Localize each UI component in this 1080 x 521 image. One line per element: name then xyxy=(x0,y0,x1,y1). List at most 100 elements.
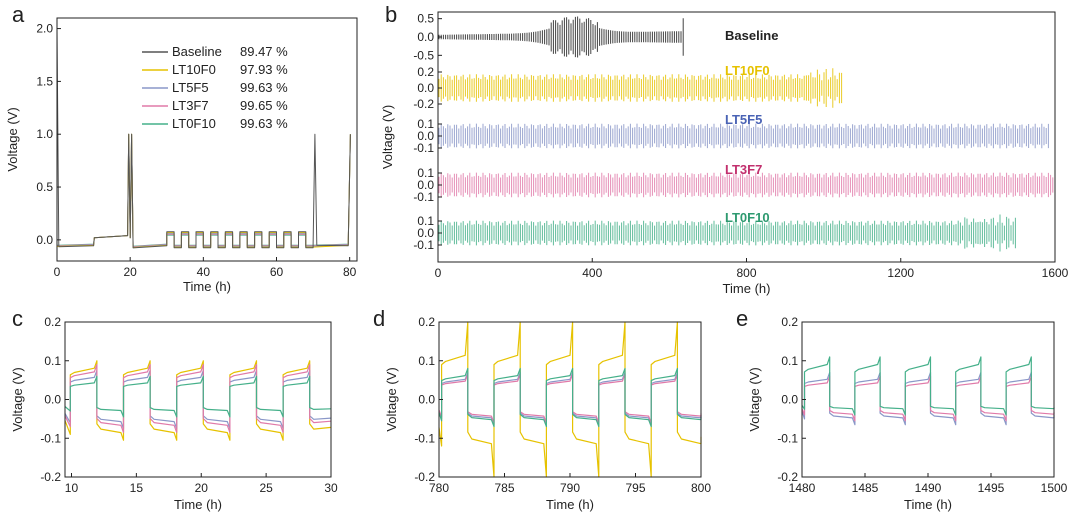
panel-a: a 0 20 40 60 80 0.0 0.5 1.0 1.5 2.0 Time (h) Voltage… xyxy=(5,2,358,294)
trace-lt0f10 xyxy=(57,133,351,247)
y-tick-label: 0.0 xyxy=(418,393,435,407)
y-tick-label: 0.0 xyxy=(417,81,434,95)
y-tick-label: -0.2 xyxy=(413,97,434,111)
series-lt10f0: 0.2 0.0 -0.2 LT10F0 xyxy=(413,63,843,111)
legend-label: LT5F5 xyxy=(172,80,209,95)
x-axis-label: Time (h) xyxy=(723,281,771,296)
trace-baseline xyxy=(56,28,351,249)
series-label: LT10F0 xyxy=(725,63,770,78)
y-tick-label: 0.2 xyxy=(44,315,61,329)
x-tick-label: 0 xyxy=(54,265,61,279)
y-tick-label: -0.1 xyxy=(414,431,435,445)
legend-label: LT10F0 xyxy=(172,62,216,77)
y-tick-label: 0.0 xyxy=(44,393,61,407)
y-axis-label: Voltage (V) xyxy=(5,107,20,171)
y-tick-label: -0.1 xyxy=(413,141,434,155)
y-axis-label: Voltage (V) xyxy=(747,367,762,431)
x-tick-label: 1495 xyxy=(978,481,1005,495)
x-tick-label: 40 xyxy=(197,265,211,279)
x-tick-label: 1490 xyxy=(915,481,942,495)
legend-value: 99.63 % xyxy=(240,80,288,95)
panel-label-c: c xyxy=(12,306,23,331)
series-lt0f10: 0.10.0-0.1 LT0F10 xyxy=(413,210,1016,252)
y-tick-label: 0.2 xyxy=(781,315,798,329)
y-tick-label: 0.1 xyxy=(417,166,434,180)
x-tick-label: 1600 xyxy=(1042,266,1069,280)
x-tick-label: 30 xyxy=(324,481,338,495)
x-tick-label: 60 xyxy=(270,265,284,279)
trace-lt5f5 xyxy=(801,371,1055,426)
x-tick-label: 1200 xyxy=(887,266,914,280)
x-tick-label: 1480 xyxy=(789,481,816,495)
x-tick-label: 780 xyxy=(429,481,449,495)
y-tick-label: 0.0 xyxy=(781,393,798,407)
trace-lt0f10 xyxy=(438,367,702,428)
y-tick-label: 0.0 xyxy=(417,226,434,240)
trace-lt10f0 xyxy=(57,133,351,248)
y-tick-label: 1.0 xyxy=(36,127,53,141)
series-lt3f7: 0.10.0-0.1 LT3F7 xyxy=(413,162,1054,204)
x-tick-label: 15 xyxy=(130,481,144,495)
trace-lt10f0 xyxy=(438,321,702,478)
trace-lt5f5 xyxy=(57,133,351,248)
y-tick-label: -0.1 xyxy=(40,431,61,445)
series-baseline: 0.5 0.0 -0.5 Baseline xyxy=(413,12,778,63)
x-tick-label: 1500 xyxy=(1041,481,1068,495)
y-tick-label: 0.5 xyxy=(36,180,53,194)
y-tick-label: 0.1 xyxy=(418,354,435,368)
y-tick-label: 2.0 xyxy=(36,22,53,36)
y-axis-label: Voltage (V) xyxy=(380,105,395,169)
y-tick-label: -0.1 xyxy=(413,190,434,204)
legend-label: LT3F7 xyxy=(172,98,209,113)
trace-lt0f10 xyxy=(801,356,1055,416)
y-tick-label: 0.1 xyxy=(417,214,434,228)
trace-band xyxy=(438,16,684,58)
y-axis-label: Voltage (V) xyxy=(10,367,25,431)
series-lt5f5: 0.10.0-0.1 LT5F5 xyxy=(413,112,1049,155)
panel-d: d 780 785 790 795 800 0.2 0.1 0.0 -0.1 -0.2 Time (h… xyxy=(373,306,711,512)
y-tick-label: -0.1 xyxy=(777,431,798,445)
trace-lt10f0 xyxy=(64,360,332,441)
legend-value: 99.65 % xyxy=(240,98,288,113)
trace-band xyxy=(438,123,1049,149)
x-tick-label: 25 xyxy=(259,481,273,495)
x-tick-label: 0 xyxy=(435,266,442,280)
series-label: Baseline xyxy=(725,28,778,43)
x-tick-label: 1485 xyxy=(852,481,879,495)
trace-lt3f7 xyxy=(64,364,332,433)
y-tick-label: -0.2 xyxy=(414,470,435,484)
panel-c: c 10 15 20 25 30 0.2 0.1 0.0 -0.1 -0.2 Time (h) Volt… xyxy=(10,306,338,512)
x-axis-label: Time (h) xyxy=(174,497,222,512)
x-tick-label: 400 xyxy=(582,266,602,280)
trace-lt5f5 xyxy=(64,369,332,430)
y-tick-label: 0.1 xyxy=(417,117,434,131)
y-tick-label: 0.1 xyxy=(781,354,798,368)
x-tick-label: 795 xyxy=(625,481,645,495)
x-tick-label: 20 xyxy=(195,481,209,495)
y-tick-label: 0.2 xyxy=(418,315,435,329)
y-tick-label: 0.0 xyxy=(417,178,434,192)
y-tick-label: 0.0 xyxy=(36,233,53,247)
x-tick-label: 785 xyxy=(494,481,514,495)
plot-frame-a xyxy=(56,17,358,262)
legend-value: 99.63 % xyxy=(240,116,288,131)
y-tick-label: 0.0 xyxy=(417,30,434,44)
x-axis-label: Time (h) xyxy=(546,497,594,512)
trace-band xyxy=(438,68,843,108)
y-axis-label: Voltage (V) xyxy=(384,367,399,431)
y-tick-label: -0.2 xyxy=(777,470,798,484)
x-axis-label: Time (h) xyxy=(183,279,231,294)
panel-label-b: b xyxy=(385,2,397,27)
series-label: LT5F5 xyxy=(725,112,762,127)
legend-label: Baseline xyxy=(172,44,222,59)
y-tick-label: 1.5 xyxy=(36,74,53,88)
trace-lt0f10 xyxy=(64,375,332,418)
plot-frame-e xyxy=(801,321,1055,478)
trace-lt3f7 xyxy=(57,133,351,248)
panel-e: e 1480 1485 1490 1495 1500 0.2 0.1 0.0 -0.1 -0.2 Ti… xyxy=(736,306,1068,512)
y-tick-label: 0.0 xyxy=(417,129,434,143)
y-tick-label: -0.1 xyxy=(413,238,434,252)
series-label: LT0F10 xyxy=(725,210,770,225)
panel-label-a: a xyxy=(12,2,25,27)
